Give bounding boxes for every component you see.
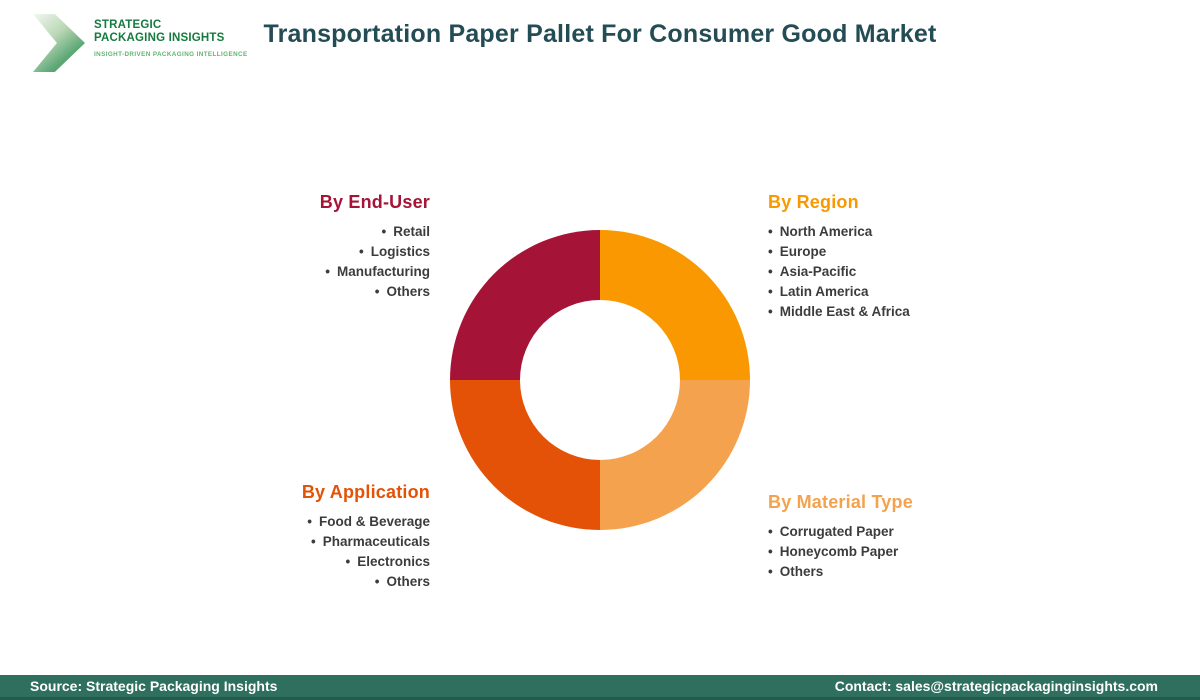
footer-bar: Source: Strategic Packaging Insights Con… xyxy=(0,675,1200,700)
segment-heading-region: By Region xyxy=(768,192,859,212)
segment-list-region: North AmericaEuropeAsia-PacificLatin Ame… xyxy=(768,222,910,322)
page-title: Transportation Paper Pallet For Consumer… xyxy=(263,20,937,48)
segment-heading-application: By Application xyxy=(301,482,430,502)
donut-chart xyxy=(450,230,750,530)
list-item: Manufacturing xyxy=(320,262,430,282)
list-item: Asia-Pacific xyxy=(768,262,910,282)
list-item: Corrugated Paper xyxy=(768,522,913,542)
list-item: Honeycomb Paper xyxy=(768,542,913,562)
segment-group-material: By Material Type Corrugated PaperHoneyco… xyxy=(768,492,913,582)
segment-list-end-user: RetailLogisticsManufacturingOthers xyxy=(320,222,430,302)
company-logo: STRATEGIC PACKAGING INSIGHTS INSIGHT-DRI… xyxy=(33,10,248,72)
logo-name-line1: STRATEGIC xyxy=(94,19,162,31)
list-item: Others xyxy=(302,572,430,592)
list-item: Europe xyxy=(768,242,910,262)
logo-text: STRATEGIC PACKAGING INSIGHTS INSIGHT-DRI… xyxy=(94,10,248,58)
list-item: Others xyxy=(320,282,430,302)
list-item: Pharmaceuticals xyxy=(302,532,430,552)
segment-heading-end-user: By End-User xyxy=(319,192,430,212)
list-item: Middle East & Africa xyxy=(768,302,910,322)
logo-tagline: INSIGHT-DRIVEN PACKAGING INTELLIGENCE xyxy=(94,51,248,58)
footer-contact-text: Contact: sales@strategicpackaginginsight… xyxy=(834,678,1158,694)
list-item: Retail xyxy=(320,222,430,242)
segment-list-material: Corrugated PaperHoneycomb PaperOthers xyxy=(768,522,913,582)
list-item: Others xyxy=(768,562,913,582)
segment-list-application: Food & BeveragePharmaceuticalsElectronic… xyxy=(302,512,430,592)
donut-hole xyxy=(520,300,680,460)
list-item: Electronics xyxy=(302,552,430,572)
segment-group-end-user: By End-User RetailLogisticsManufacturing… xyxy=(320,192,430,302)
footer-source-text: Source: Strategic Packaging Insights xyxy=(30,678,278,694)
list-item: Latin America xyxy=(768,282,910,302)
segment-heading-material: By Material Type xyxy=(768,492,913,512)
list-item: North America xyxy=(768,222,910,242)
list-item: Logistics xyxy=(320,242,430,262)
logo-name-line2: PACKAGING INSIGHTS xyxy=(94,31,225,44)
segment-group-application: By Application Food & BeveragePharmaceut… xyxy=(302,482,430,592)
segment-group-region: By Region North AmericaEuropeAsia-Pacifi… xyxy=(768,192,910,322)
list-item: Food & Beverage xyxy=(302,512,430,532)
